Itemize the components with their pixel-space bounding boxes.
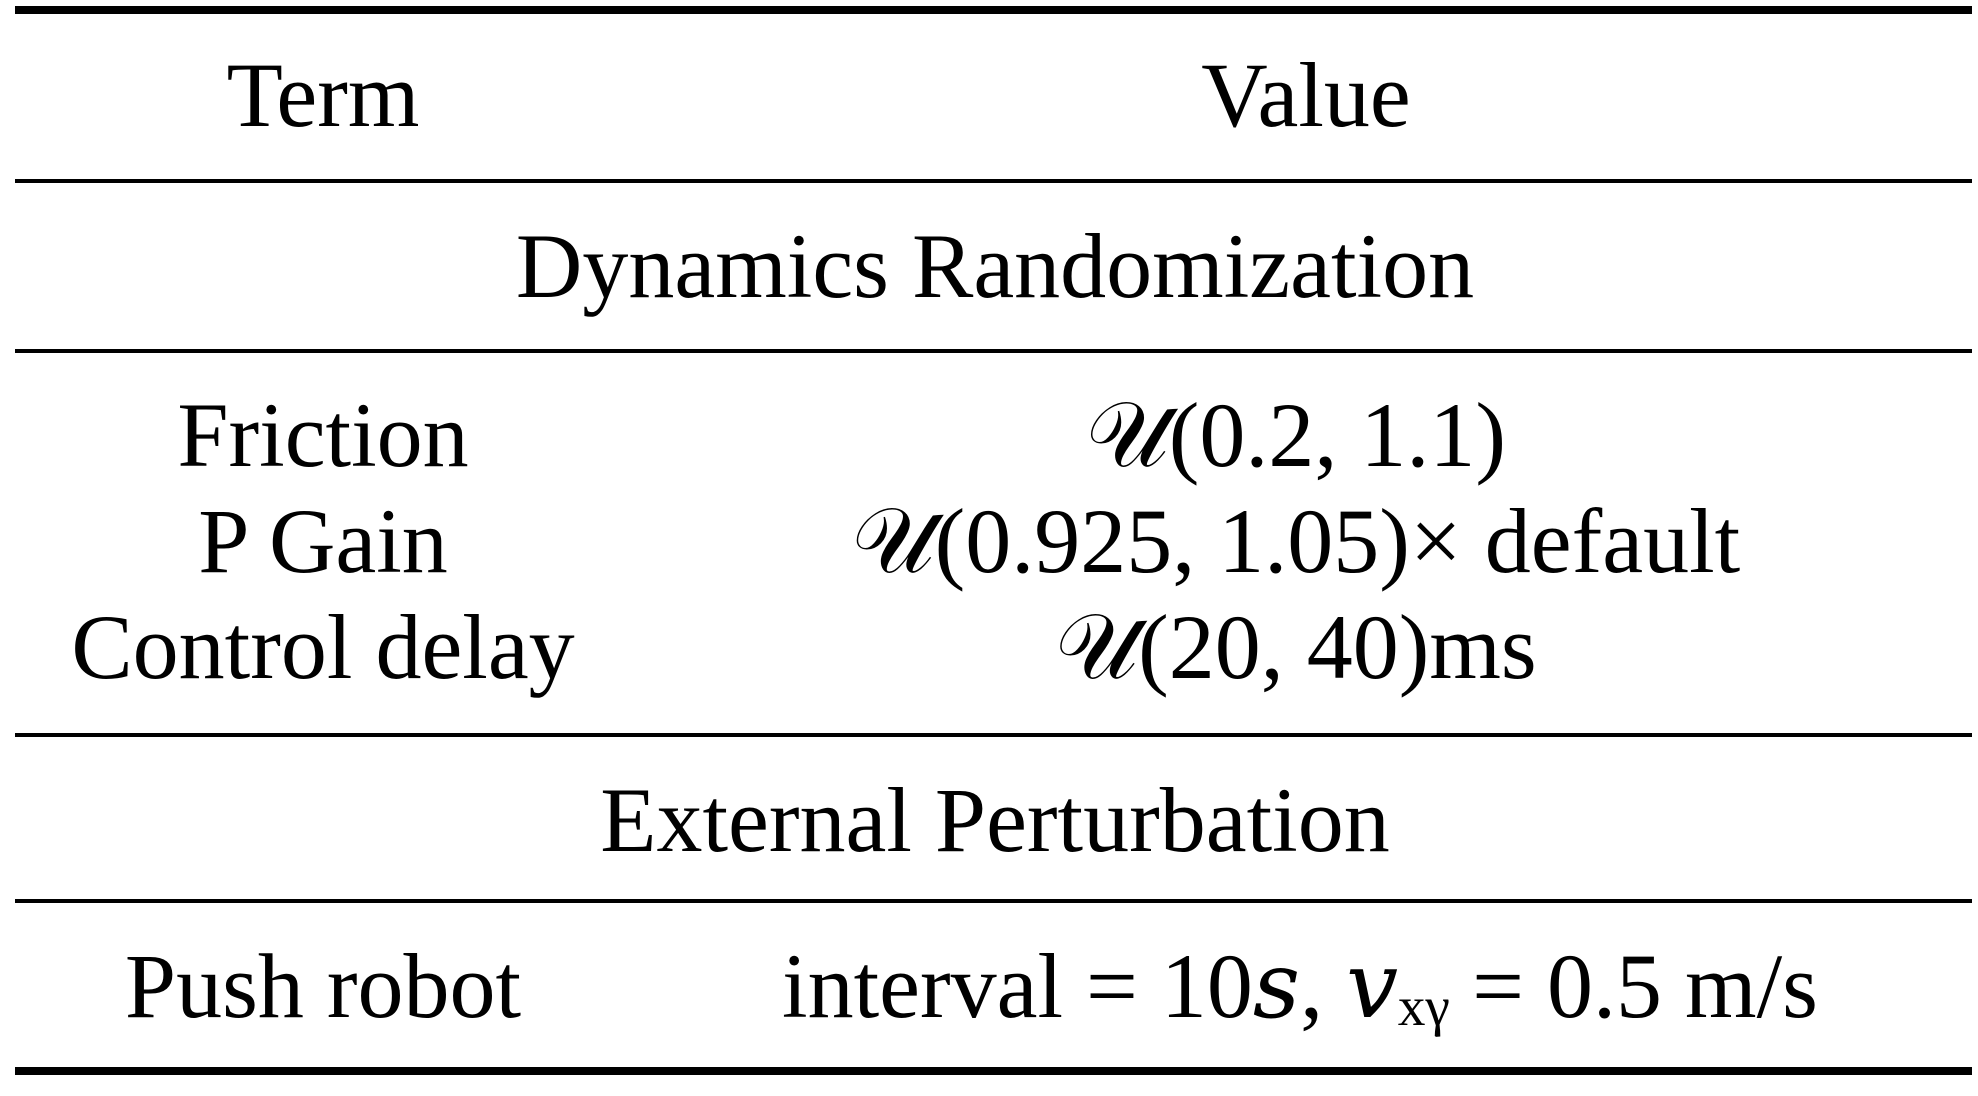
term-cell: Push robot <box>124 935 522 1037</box>
top-rule <box>15 6 1972 14</box>
section-rule <box>15 733 1972 737</box>
section-rule <box>15 349 1972 353</box>
bottom-rule <box>15 1067 1972 1075</box>
value-cell: interval = 10𝑠, 𝑣ₓᵧ = 0.5 m/s <box>782 935 1818 1037</box>
header-cell: Term <box>226 44 420 146</box>
section-rule <box>15 899 1972 903</box>
value-cell: 𝒰(20, 40)ms <box>1055 596 1537 698</box>
header-cell: Value <box>1201 44 1411 146</box>
section-title: Dynamics Randomization <box>515 215 1475 317</box>
term-cell: Friction <box>177 384 469 486</box>
value-cell: 𝒰(0.2, 1.1) <box>1085 384 1507 486</box>
section-title: External Perturbation <box>600 769 1390 871</box>
header-rule <box>15 179 1972 183</box>
value-cell: 𝒰(0.925, 1.05)× default <box>851 490 1741 592</box>
term-cell: P Gain <box>198 490 448 592</box>
term-cell: Control delay <box>71 596 575 698</box>
